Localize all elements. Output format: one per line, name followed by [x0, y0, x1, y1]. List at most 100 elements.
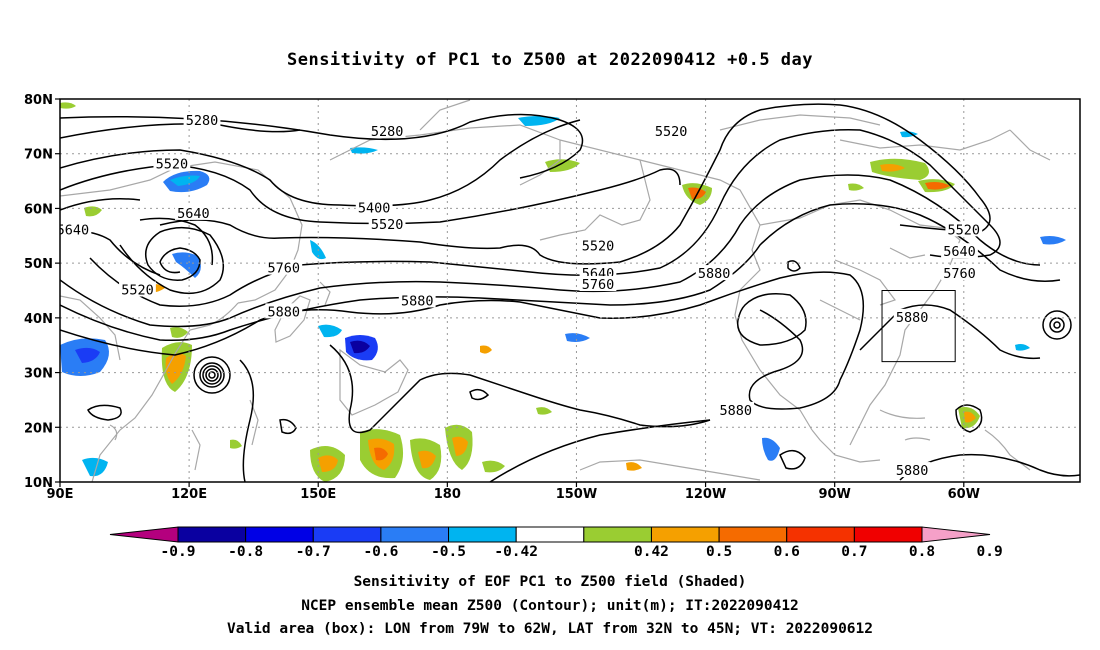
shade-blob [545, 159, 580, 172]
z500-contours [60, 103, 1080, 482]
colorbar-low-arrow [109, 526, 179, 543]
shade-blob [880, 164, 905, 172]
shade-blob [82, 457, 108, 477]
shade-blob [480, 345, 492, 354]
contour-label: 5520 [948, 222, 981, 238]
contour-label: 5640 [943, 244, 976, 260]
contour-label-bg [175, 204, 212, 220]
contour-label-bg [579, 276, 617, 292]
contour-label: 5400 [358, 200, 391, 216]
contour-label: 5520 [371, 217, 404, 233]
lat-label: 10N [24, 476, 53, 491]
contour-label: 5520 [121, 283, 154, 299]
lon-label: 150W [556, 487, 597, 502]
contour-label: 5880 [719, 403, 752, 419]
lat-label: 20N [24, 421, 53, 436]
lat-label: 60N [24, 202, 53, 217]
colorbar-box [380, 526, 450, 543]
contour-label-bg [652, 122, 690, 138]
contour-label: 5880 [268, 304, 301, 320]
lon-label: 180 [434, 487, 461, 502]
contour-label-bg [717, 401, 755, 417]
map-gridlines [60, 99, 1080, 482]
sensitivity-shading [60, 102, 1066, 482]
lon-label: 150E [300, 487, 336, 502]
shade-blob [418, 450, 436, 469]
colorbar-box [448, 526, 517, 543]
lon-label: 60W [948, 487, 980, 502]
longitude-labels: 90E 120E 150E 180 150W 120W 90W 60W [47, 482, 980, 502]
colorbar-label: 0.8 [909, 544, 935, 560]
coastlines [60, 99, 1051, 482]
contour-label-bg [941, 243, 978, 259]
shade-blob [350, 147, 378, 154]
contour-label-bg [183, 111, 221, 127]
contour-label: 5280 [186, 113, 219, 129]
shade-blob [60, 102, 76, 109]
contour-label-bg [265, 259, 303, 275]
shade-blob [170, 175, 200, 186]
contour-label: 5880 [401, 293, 434, 309]
shade-blob [75, 347, 100, 363]
lon-label: 120W [685, 487, 726, 502]
colorbar-label: 0.7 [841, 544, 867, 560]
shade-blob [626, 462, 642, 471]
contour-label: 5640 [177, 206, 210, 222]
contour-label: 5520 [156, 157, 189, 173]
contour-label: 5880 [896, 310, 929, 326]
colorbar-label: -0.6 [363, 544, 398, 560]
colorbar-box [853, 526, 923, 543]
colorbar-box [650, 526, 720, 543]
contour-label: 5880 [896, 463, 929, 479]
contour-label-bg [941, 265, 978, 281]
shade-blob [1015, 344, 1030, 351]
contour-label-bg [893, 462, 931, 478]
latitude-labels: 80N 70N 60N 50N 40N 30N 20N 10N [24, 93, 60, 491]
shade-blob [1040, 236, 1066, 245]
contour-label-bg [945, 221, 983, 237]
colorbar-box [718, 526, 788, 543]
contour-label-bg [368, 122, 406, 138]
contour-label-bg [60, 221, 92, 237]
shade-blob [536, 407, 552, 415]
lat-label: 30N [24, 367, 53, 382]
shade-blob [318, 455, 338, 472]
contour-label: 5760 [943, 266, 976, 282]
contour-labels: 5280528055205640564054005520576058805880… [57, 111, 983, 479]
caption-line-2: NCEP ensemble mean Z500 (Contour); unit(… [301, 598, 799, 614]
colorbar-label: -0.42 [494, 544, 538, 560]
colorbar: -0.9 -0.8 -0.7 -0.6 -0.5 -0.42 0.42 0.5 0.6 0.7 0.… [109, 526, 1003, 560]
contour-label-bg [119, 281, 156, 297]
shade-blob [848, 183, 864, 191]
shade-blob [230, 439, 242, 449]
lat-label: 50N [24, 257, 53, 272]
colorbar-label: 0.5 [706, 544, 732, 560]
colorbar-label: -0.8 [228, 544, 263, 560]
colorbar-box [312, 526, 382, 543]
chart-title: Sensitivity of PC1 to Z500 at 2022090412… [286, 50, 813, 70]
contour-label-bg [265, 303, 303, 319]
shade-blob [350, 340, 370, 354]
colorbar-box [786, 526, 855, 543]
lon-label: 120E [171, 487, 207, 502]
contour-label-bg [695, 265, 733, 281]
lat-label: 40N [24, 312, 53, 327]
lon-label: 90E [47, 487, 74, 502]
colorbar-label: 0.42 [634, 544, 669, 560]
colorbar-label: -0.9 [161, 544, 196, 560]
contour-label-bg [355, 199, 393, 215]
shade-blob [172, 252, 201, 278]
lat-label: 70N [24, 148, 53, 163]
shade-blob [318, 324, 342, 338]
shade-blob [762, 437, 780, 461]
contour-label: 5640 [57, 222, 90, 238]
shade-blob [565, 333, 590, 342]
colorbar-label: -0.7 [296, 544, 331, 560]
contour-label-bg [368, 215, 406, 231]
caption-line-1: Sensitivity of EOF PC1 to Z500 field (Sh… [353, 574, 747, 590]
lat-label: 80N [24, 93, 53, 108]
contour-label: 5760 [268, 261, 301, 277]
contour-label: 5760 [582, 277, 615, 293]
contour-label: 5520 [655, 124, 688, 140]
